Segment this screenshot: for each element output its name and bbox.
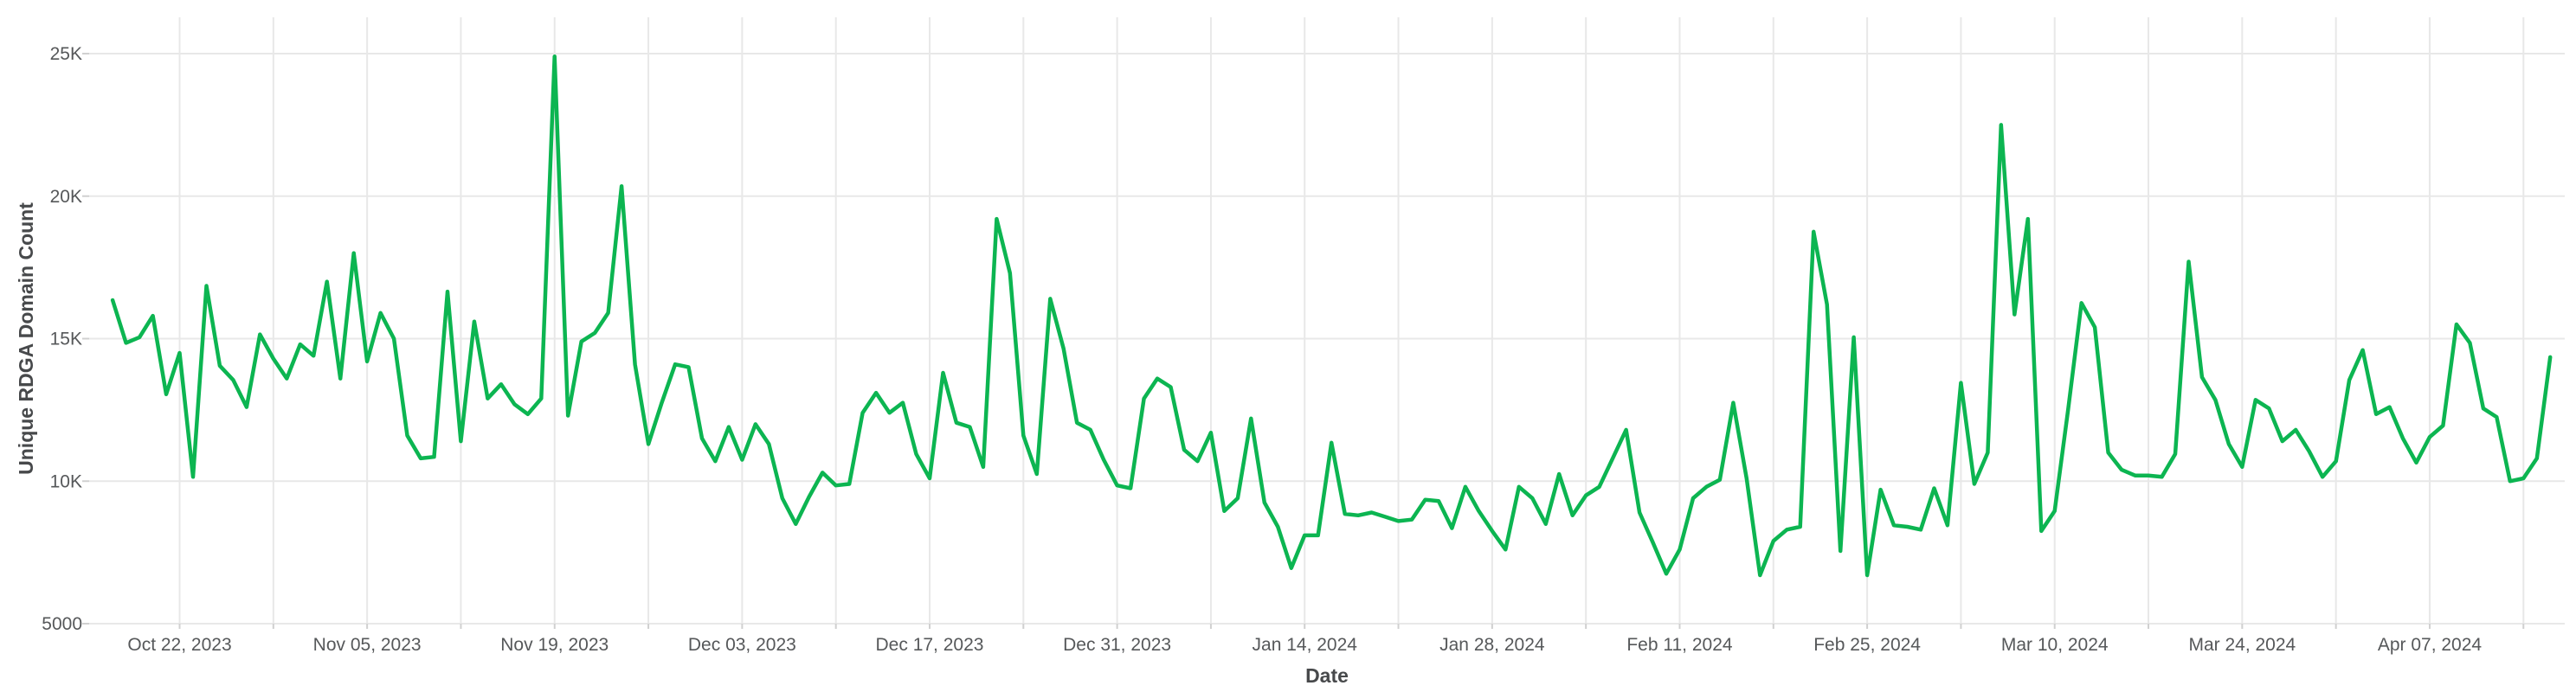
y-tick-label: 25K [50, 44, 82, 64]
gridlines [89, 17, 2565, 625]
x-axis-title: Date [1305, 664, 1349, 687]
x-tick-label: Dec 17, 2023 [876, 635, 984, 655]
y-axis-title: Unique RDGA Domain Count [15, 202, 37, 475]
x-tick-label: Dec 31, 2023 [1063, 635, 1171, 655]
axis-ticks [82, 53, 2525, 629]
y-tick-label: 15K [50, 330, 82, 349]
x-tick-label: Dec 03, 2023 [688, 635, 796, 655]
domain-count-line-series [110, 54, 2553, 578]
y-tick-label: 5000 [42, 614, 82, 634]
x-tick-label: Mar 10, 2024 [2001, 635, 2109, 655]
plot-area[interactable] [89, 54, 2565, 624]
x-tick-label: Jan 14, 2024 [1253, 635, 1358, 655]
x-tick-label: Nov 05, 2023 [313, 635, 422, 655]
x-tick-label: Mar 24, 2024 [2188, 635, 2296, 655]
x-tick-label: Jan 28, 2024 [1439, 635, 1545, 655]
y-tick-label: 10K [50, 471, 82, 491]
x-tick-label: Apr 07, 2024 [2378, 635, 2483, 655]
x-tick-label: Feb 25, 2024 [1813, 635, 1921, 655]
y-tick-label: 20K [50, 187, 82, 207]
x-tick-label: Feb 11, 2024 [1626, 635, 1733, 655]
x-tick-label: Nov 19, 2023 [500, 635, 609, 655]
x-tick-label: Oct 22, 2023 [127, 635, 231, 655]
axis-tick-labels: 25K 20K 15K 10K 5000 Oct 22, 2023 Nov 05, 2023… [42, 44, 2482, 655]
